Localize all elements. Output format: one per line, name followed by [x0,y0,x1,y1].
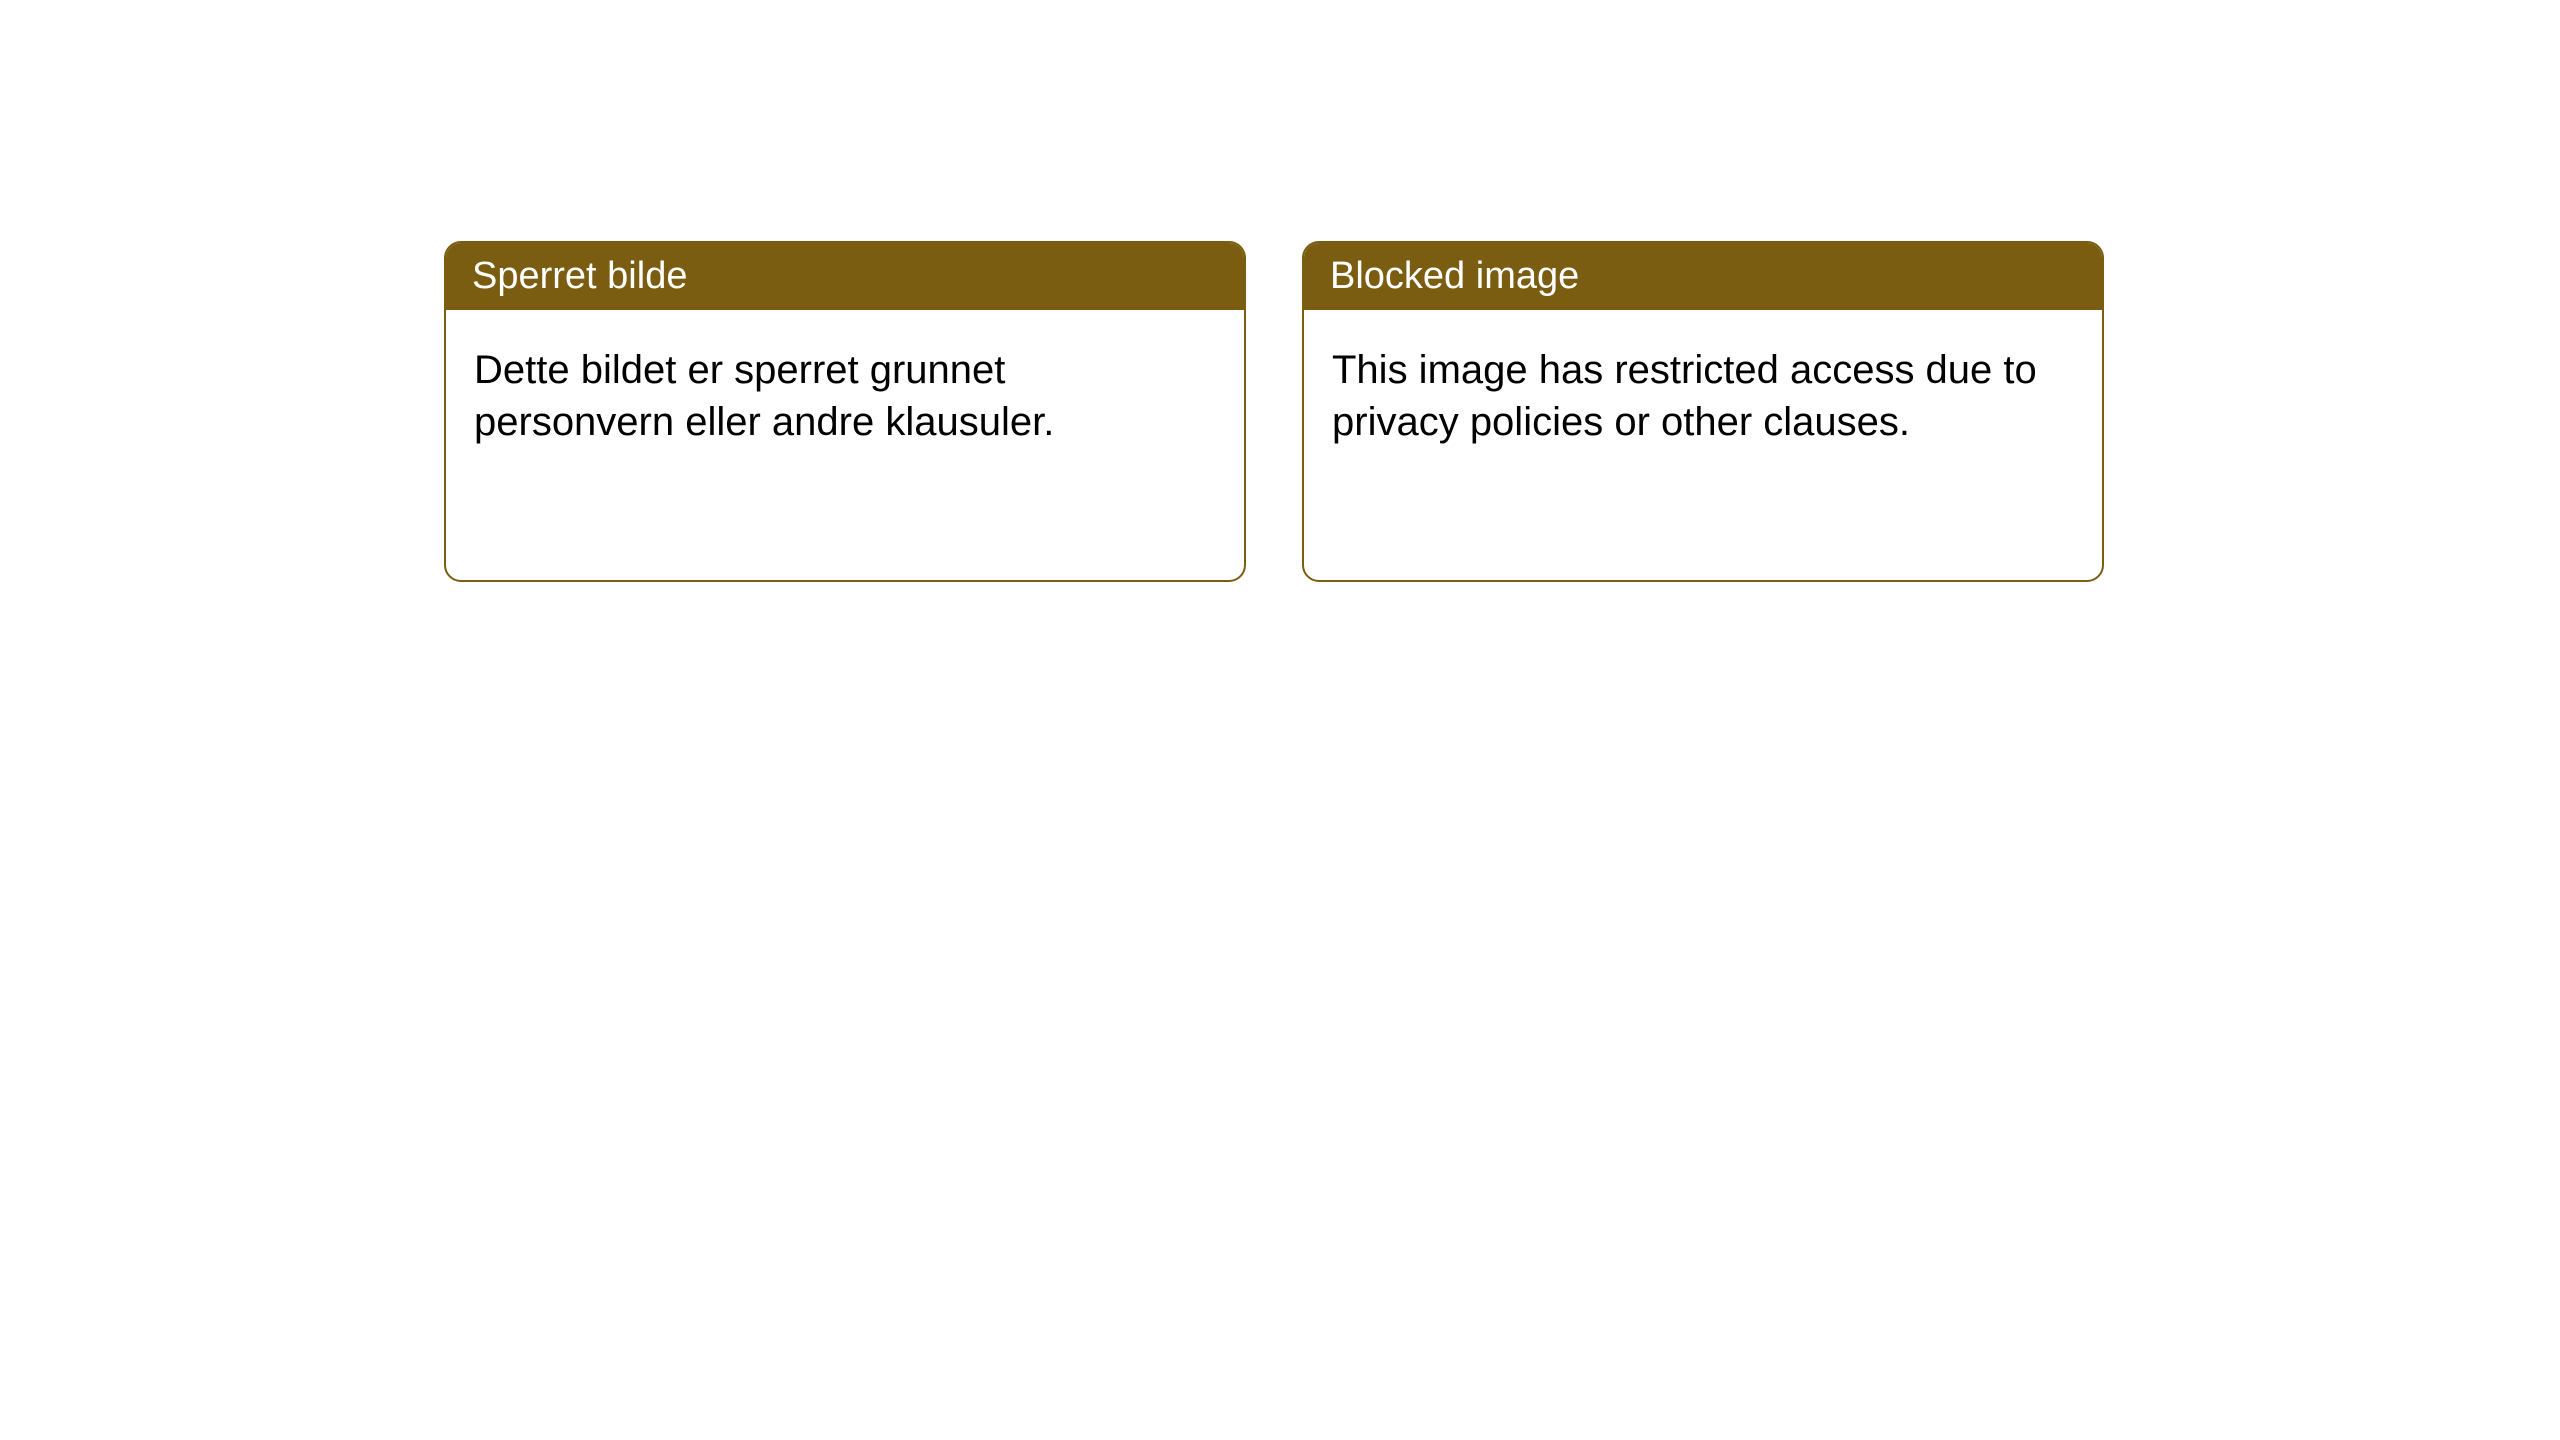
notice-header: Sperret bilde [446,243,1244,310]
notice-title: Blocked image [1330,255,1579,297]
notice-card-english: Blocked image This image has restricted … [1302,241,2104,582]
notice-body-text: Dette bildet er sperret grunnet personve… [474,348,1054,444]
notice-header: Blocked image [1304,243,2102,310]
notice-title: Sperret bilde [472,255,687,297]
notice-body: Dette bildet er sperret grunnet personve… [446,310,1244,580]
notice-card-norwegian: Sperret bilde Dette bildet er sperret gr… [444,241,1246,582]
notice-body: This image has restricted access due to … [1304,310,2102,580]
notice-body-text: This image has restricted access due to … [1332,348,2037,444]
notice-container: Sperret bilde Dette bildet er sperret gr… [0,0,2560,582]
